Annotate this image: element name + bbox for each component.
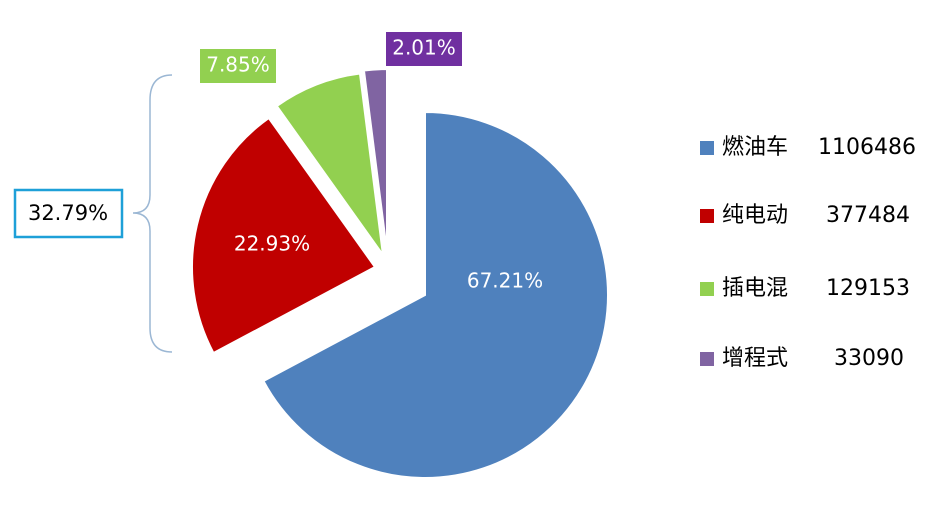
pie-slice — [362, 67, 388, 253]
pie-slice — [191, 116, 377, 355]
legend-label: 插电混 — [722, 276, 788, 301]
value-label-box — [200, 49, 276, 83]
legend-label: 纯电动 — [722, 203, 788, 228]
legend-label: 增程式 — [722, 346, 788, 371]
annotation: 32.79% — [28, 201, 108, 225]
legend-count: 1106486 — [818, 135, 916, 160]
value-label: 22.93% — [234, 232, 310, 256]
brace — [132, 74, 173, 353]
pie-slice — [262, 110, 609, 479]
value-label: 67.21% — [467, 269, 543, 293]
legend-swatch — [700, 209, 714, 223]
value-label-box — [386, 32, 462, 66]
value-label: 2.01% — [392, 36, 456, 60]
legend-count: 33090 — [834, 346, 904, 371]
legend-count: 129153 — [826, 276, 910, 301]
legend-swatch — [700, 141, 714, 155]
legend-swatch — [700, 282, 714, 296]
pie-slice — [275, 72, 384, 256]
legend-count: 377484 — [826, 203, 910, 228]
legend-label: 燃油车 — [722, 135, 788, 160]
legend-swatch — [700, 352, 714, 366]
annotation-box — [13, 188, 124, 239]
value-label: 7.85% — [206, 53, 270, 77]
